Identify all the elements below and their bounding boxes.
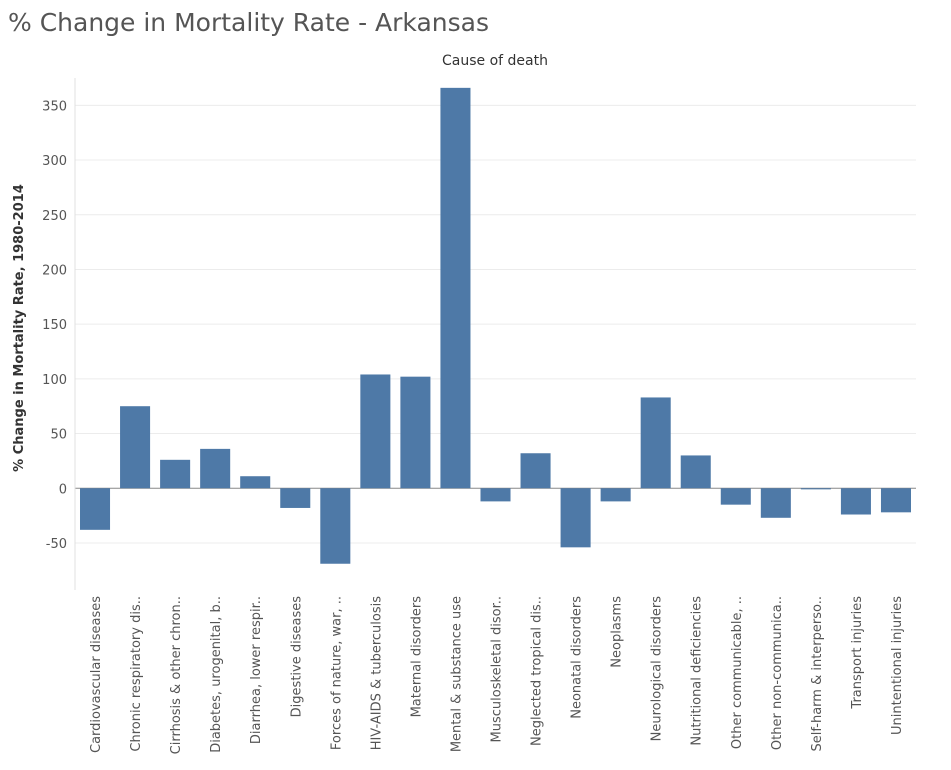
bar[interactable]	[320, 488, 351, 564]
bar[interactable]	[800, 488, 831, 490]
bar[interactable]	[400, 376, 431, 489]
bar[interactable]	[480, 488, 511, 502]
x-tick-label: Self-harm & interperso..	[810, 596, 825, 751]
x-tick-label: Diabetes, urogenital, b..	[209, 596, 224, 753]
y-tick-label: 50	[50, 428, 67, 443]
x-tick-label: Diarrhea, lower respir..	[249, 596, 264, 744]
bar[interactable]	[440, 87, 471, 489]
bars	[80, 87, 911, 564]
x-tick-label: Transport injuries	[850, 596, 865, 710]
bar[interactable]	[360, 374, 391, 489]
bar[interactable]	[120, 406, 151, 489]
y-tick-label: 0	[59, 482, 67, 497]
x-axis-labels: Cardiovascular diseases Chronic respirato…	[89, 596, 905, 755]
page-title: % Change in Mortality Rate - Arkansas	[8, 8, 489, 37]
x-tick-label: Digestive diseases	[289, 596, 304, 718]
bar[interactable]	[720, 488, 751, 505]
bar[interactable]	[880, 488, 911, 513]
y-tick-label: 350	[42, 99, 67, 114]
x-tick-label: Forces of nature, war, ..	[329, 596, 344, 750]
x-tick-label: Other non-communica..	[770, 596, 785, 750]
bar[interactable]	[200, 448, 231, 489]
x-tick-label: Musculoskeletal disor..	[490, 596, 505, 742]
column-header: Cause of death	[442, 53, 548, 69]
y-tick-label: -50	[46, 537, 67, 552]
x-tick-label: Neglected tropical dis..	[530, 596, 545, 746]
x-tick-label: Nutritional deficiencies	[690, 596, 705, 746]
bar[interactable]	[80, 488, 111, 530]
y-axis-ticks: -50 0 50 100 150 200 250 300 350	[42, 99, 67, 552]
y-axis-label: % Change in Mortality Rate, 1980-2014	[12, 184, 27, 472]
y-tick-label: 200	[42, 263, 67, 278]
y-tick-label: 100	[42, 373, 67, 388]
bar[interactable]	[240, 476, 271, 489]
bar[interactable]	[280, 488, 311, 508]
x-tick-label: Other communicable, ..	[730, 596, 745, 749]
y-tick-label: 300	[42, 154, 67, 169]
bar[interactable]	[600, 488, 631, 502]
x-tick-label: Maternal disorders	[409, 596, 424, 718]
x-tick-label: HIV-AIDS & tuberculosis	[369, 596, 384, 751]
x-tick-label: Mental & substance use	[449, 596, 464, 752]
bar[interactable]	[760, 488, 791, 518]
x-tick-label: Neoplasms	[610, 596, 625, 668]
bar[interactable]	[680, 455, 711, 489]
bar[interactable]	[640, 397, 671, 489]
x-tick-label: Neurological disorders	[650, 596, 665, 742]
bar[interactable]	[560, 488, 591, 548]
bar[interactable]	[840, 488, 871, 515]
x-tick-label: Neonatal disorders	[570, 596, 585, 719]
x-tick-label: Cirrhosis & other chron..	[169, 596, 184, 754]
y-tick-label: 250	[42, 209, 67, 224]
x-tick-label: Unintentional injuries	[890, 596, 905, 735]
x-tick-label: Cardiovascular diseases	[89, 596, 104, 753]
y-tick-label: 150	[42, 318, 67, 333]
bar[interactable]	[160, 459, 191, 489]
bar[interactable]	[520, 453, 551, 489]
x-tick-label: Chronic respiratory dis..	[129, 596, 144, 752]
